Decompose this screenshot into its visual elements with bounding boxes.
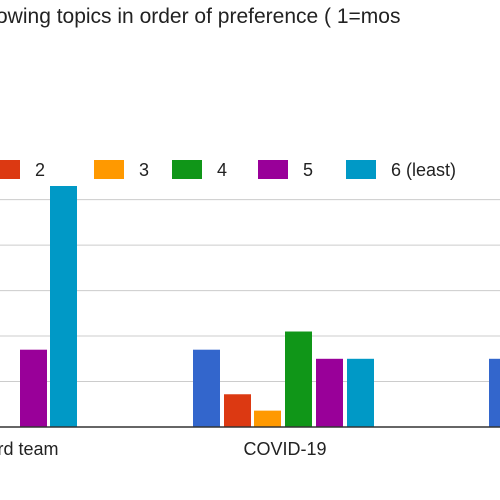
bar-5-rd-team: [20, 349, 47, 427]
bar-1-covid-19: [193, 349, 220, 427]
bars: [20, 186, 500, 427]
legend: 2 3 4 5 6 (least): [0, 160, 456, 180]
bar-6-least-rd-team: [50, 186, 77, 427]
chart-title: owing topics in order of preference ( 1=…: [0, 5, 400, 28]
bar-6-least-covid-19: [347, 358, 374, 427]
bar-5-covid-19: [316, 358, 343, 427]
x-tick-label-covid-19: COVID-19: [243, 439, 326, 459]
legend-swatch-2: [0, 160, 20, 179]
bar-4-covid-19: [285, 331, 312, 427]
legend-label-5: 5: [303, 160, 313, 180]
legend-label-4: 4: [217, 160, 227, 180]
x-axis-labels: rd team COVID-19: [0, 439, 327, 459]
legend-label-2: 2: [35, 160, 45, 180]
gridlines: [0, 199, 500, 383]
legend-label-6-least: 6 (least): [391, 160, 456, 180]
legend-label-3: 3: [139, 160, 149, 180]
legend-swatch-4: [172, 160, 202, 179]
bar-3-covid-19: [254, 410, 281, 427]
bar-2-covid-19: [224, 394, 251, 427]
legend-swatch-5: [258, 160, 288, 179]
x-tick-label-rd-team: rd team: [0, 439, 59, 459]
legend-swatch-3: [94, 160, 124, 179]
legend-swatch-6-least: [346, 160, 376, 179]
bar-1-blank: [489, 358, 500, 427]
